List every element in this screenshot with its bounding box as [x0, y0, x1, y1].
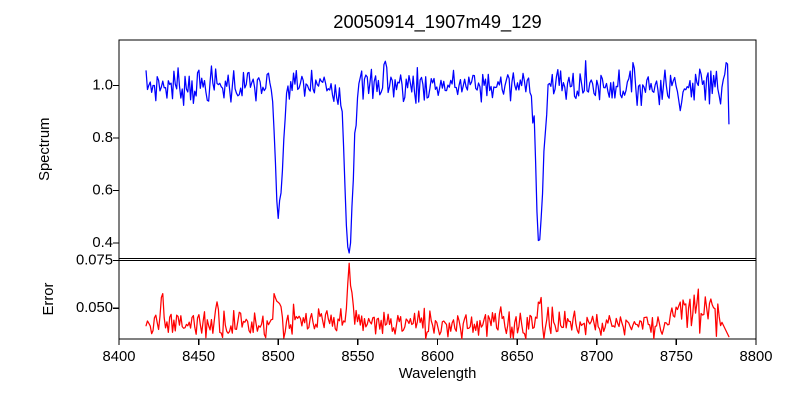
svg-text:Error: Error	[41, 282, 57, 315]
svg-text:8800: 8800	[740, 349, 773, 365]
svg-text:1.0: 1.0	[92, 78, 113, 94]
svg-text:20050914_1907m49_129: 20050914_1907m49_129	[333, 11, 541, 33]
svg-text:8600: 8600	[421, 349, 454, 365]
svg-text:8400: 8400	[103, 349, 136, 365]
svg-text:8550: 8550	[341, 349, 374, 365]
svg-text:0.4: 0.4	[92, 235, 113, 251]
svg-text:0.6: 0.6	[92, 183, 113, 199]
svg-text:8450: 8450	[182, 349, 215, 365]
svg-text:0.075: 0.075	[76, 252, 113, 268]
svg-text:8500: 8500	[262, 349, 295, 365]
svg-text:Spectrum: Spectrum	[37, 118, 53, 181]
svg-text:8700: 8700	[580, 349, 613, 365]
svg-text:Wavelength: Wavelength	[399, 366, 477, 382]
svg-text:8750: 8750	[660, 349, 693, 365]
svg-text:8650: 8650	[501, 349, 534, 365]
svg-text:0.050: 0.050	[76, 300, 113, 316]
svg-text:0.8: 0.8	[92, 130, 113, 146]
